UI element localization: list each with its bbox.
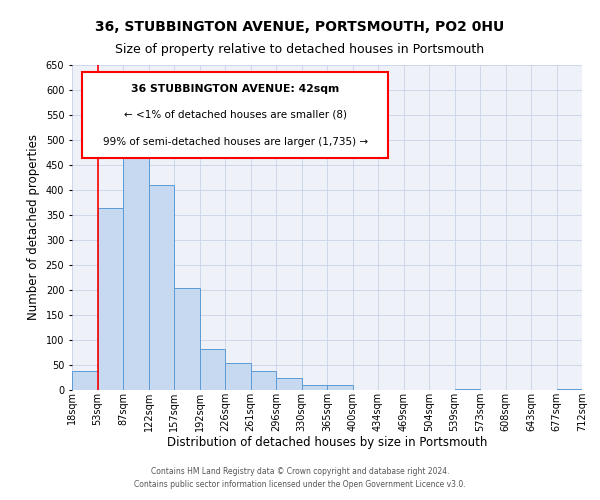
Bar	[557, 388, 582, 390]
Bar	[123, 132, 149, 390]
Bar	[276, 378, 302, 390]
X-axis label: Distribution of detached houses by size in Portsmouth: Distribution of detached houses by size …	[167, 436, 487, 450]
Text: 36, STUBBINGTON AVENUE, PORTSMOUTH, PO2 0HU: 36, STUBBINGTON AVENUE, PORTSMOUTH, PO2 …	[95, 20, 505, 34]
FancyBboxPatch shape	[82, 72, 388, 158]
Bar	[327, 385, 353, 390]
Text: 36 STUBBINGTON AVENUE: 42sqm: 36 STUBBINGTON AVENUE: 42sqm	[131, 84, 340, 94]
Bar	[225, 362, 251, 390]
Text: Contains public sector information licensed under the Open Government Licence v3: Contains public sector information licen…	[134, 480, 466, 489]
Text: Size of property relative to detached houses in Portsmouth: Size of property relative to detached ho…	[115, 42, 485, 56]
Bar	[455, 389, 480, 390]
Text: 99% of semi-detached houses are larger (1,735) →: 99% of semi-detached houses are larger (…	[103, 137, 368, 147]
Y-axis label: Number of detached properties: Number of detached properties	[27, 134, 40, 320]
Bar	[97, 208, 123, 390]
Bar	[251, 371, 276, 390]
Bar	[149, 185, 174, 390]
Bar	[174, 288, 199, 390]
Text: Contains HM Land Registry data © Crown copyright and database right 2024.: Contains HM Land Registry data © Crown c…	[151, 467, 449, 476]
Bar	[199, 348, 225, 390]
Text: ← <1% of detached houses are smaller (8): ← <1% of detached houses are smaller (8)	[124, 110, 347, 120]
Bar	[72, 371, 97, 390]
Bar	[302, 385, 327, 390]
